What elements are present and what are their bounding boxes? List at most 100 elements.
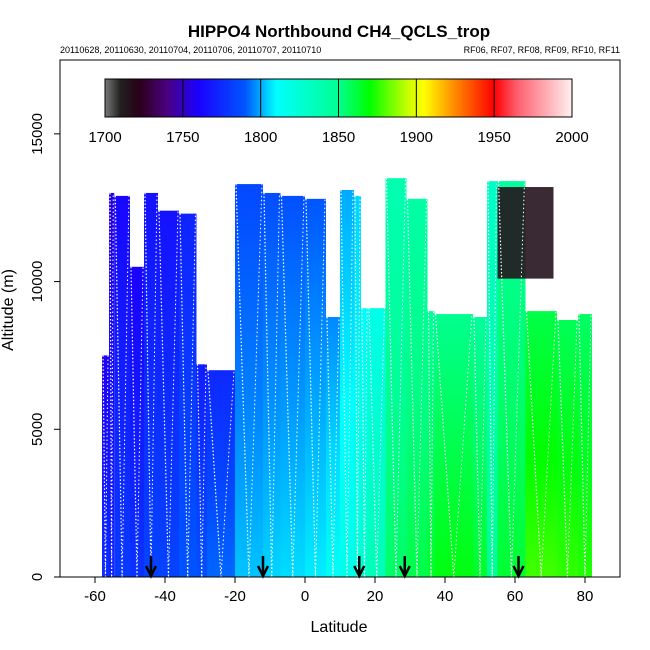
profile-trace xyxy=(473,317,481,577)
profile-trace xyxy=(487,181,493,577)
heatmap-column xyxy=(427,311,435,577)
ch4-heatmap-area xyxy=(102,178,592,577)
colorbar-tick-label: 1950 xyxy=(477,129,510,146)
x-tick-label: -20 xyxy=(224,588,246,605)
profile-trace xyxy=(201,364,207,577)
profile-trace xyxy=(111,192,114,577)
profile-trace xyxy=(114,195,123,577)
profile-trace xyxy=(150,192,158,577)
colorbar-tick-label: 2000 xyxy=(555,129,588,146)
profile-trace xyxy=(406,198,418,577)
profile-trace xyxy=(567,319,578,577)
profile-trace xyxy=(305,198,317,577)
flight-marker-arrow xyxy=(256,556,270,579)
x-tick-label: 60 xyxy=(507,588,524,605)
y-axis-label: Altitude (m) xyxy=(0,269,17,351)
flight-marker-arrow xyxy=(512,556,525,579)
profile-trace xyxy=(376,308,385,577)
heatmap-column xyxy=(196,364,207,577)
flight-dates-subtitle: 20110628, 20110630, 20110704, 20110706, … xyxy=(60,45,321,55)
profile-trace xyxy=(130,266,138,577)
heatmap-column xyxy=(114,195,130,577)
heatmap-column xyxy=(305,198,326,577)
profile-trace xyxy=(109,192,113,577)
colorbar-tick-label: 1850 xyxy=(322,129,355,146)
heatmap-column xyxy=(487,181,498,577)
profile-trace xyxy=(354,195,359,577)
flight-marker-arrow xyxy=(398,556,411,579)
x-tick-label: 80 xyxy=(577,588,594,605)
heatmap-column xyxy=(144,192,158,577)
heatmap-column xyxy=(473,317,487,577)
heatmap-column xyxy=(207,370,235,577)
profile-trace xyxy=(196,364,203,577)
heatmap-column xyxy=(109,192,115,577)
profile-trace xyxy=(525,311,542,577)
profile-trace xyxy=(235,184,250,577)
profile-trace xyxy=(364,308,368,577)
profile-trace xyxy=(326,317,334,577)
profile-trace xyxy=(158,210,170,577)
profile-trace xyxy=(144,192,152,577)
profile-trace xyxy=(340,189,348,577)
heatmap-column xyxy=(354,195,361,577)
profile-trace xyxy=(315,198,326,577)
heatmap-column xyxy=(340,189,354,577)
profile-trace xyxy=(416,198,427,577)
profile-trace xyxy=(361,308,366,577)
heatmap-column xyxy=(326,317,340,577)
heatmap-column xyxy=(434,314,473,577)
heatmap-column xyxy=(179,213,197,577)
x-tick-label: -40 xyxy=(154,588,176,605)
colorbar-tick-label: 1750 xyxy=(166,129,199,146)
heatmap-column xyxy=(525,311,557,577)
chart-title: HIPPO4 Northbound CH4_QCLS_trop xyxy=(188,22,490,41)
y-tick-label: 10000 xyxy=(29,261,46,303)
y-tick-label: 15000 xyxy=(29,113,46,155)
profile-trace xyxy=(105,355,109,577)
flight-marker-arrow xyxy=(353,556,366,579)
profile-trace xyxy=(332,317,340,577)
heatmap-column xyxy=(235,184,263,577)
x-tick-label: 40 xyxy=(437,588,454,605)
heatmap-column xyxy=(368,308,386,577)
heatmap-column xyxy=(280,195,305,577)
profile-trace xyxy=(207,370,222,577)
heatmap-column xyxy=(130,266,144,577)
plot-frame xyxy=(59,59,621,578)
profile-trace xyxy=(557,319,569,577)
profile-trace xyxy=(497,181,513,577)
profile-trace xyxy=(430,311,434,577)
x-axis-label: Latitude xyxy=(311,619,368,636)
heatmap-column xyxy=(557,319,578,577)
heatmap-column xyxy=(263,192,281,577)
profile-trace xyxy=(263,192,273,577)
stratospheric-low-ch4-patch xyxy=(497,187,554,279)
profile-trace xyxy=(179,213,189,577)
colorbar-tick-label: 1800 xyxy=(244,129,277,146)
x-axis: -60 -40 -20 0 20 40 60 80 xyxy=(84,577,593,605)
colorbar-legend: 1700 1750 1800 1850 1900 1950 2000 xyxy=(88,78,589,146)
heatmap-column xyxy=(158,210,179,577)
y-tick-label: 0 xyxy=(29,573,46,581)
flight-ids-subtitle: RF06, RF07, RF08, RF09, RF10, RF11 xyxy=(464,45,620,55)
profile-trace xyxy=(395,178,406,577)
profile-trace xyxy=(540,311,557,577)
profile-trace xyxy=(280,195,294,577)
heatmap-column xyxy=(102,355,109,577)
heatmap-column xyxy=(385,178,407,577)
profile-trace xyxy=(368,308,378,577)
y-tick-label: 5000 xyxy=(29,413,46,446)
flight-track-traces xyxy=(102,178,592,577)
x-tick-label: 0 xyxy=(301,588,309,605)
colorbar-tick-label: 1900 xyxy=(400,129,433,146)
profile-trace xyxy=(168,210,179,577)
flight-marker-arrow xyxy=(144,556,158,579)
colorbar-tick-label: 1700 xyxy=(88,129,121,146)
heatmap-column xyxy=(361,308,368,577)
profile-trace xyxy=(346,189,354,577)
profile-trace xyxy=(248,184,263,577)
x-tick-label: -60 xyxy=(84,588,106,605)
profile-trace xyxy=(427,311,432,577)
